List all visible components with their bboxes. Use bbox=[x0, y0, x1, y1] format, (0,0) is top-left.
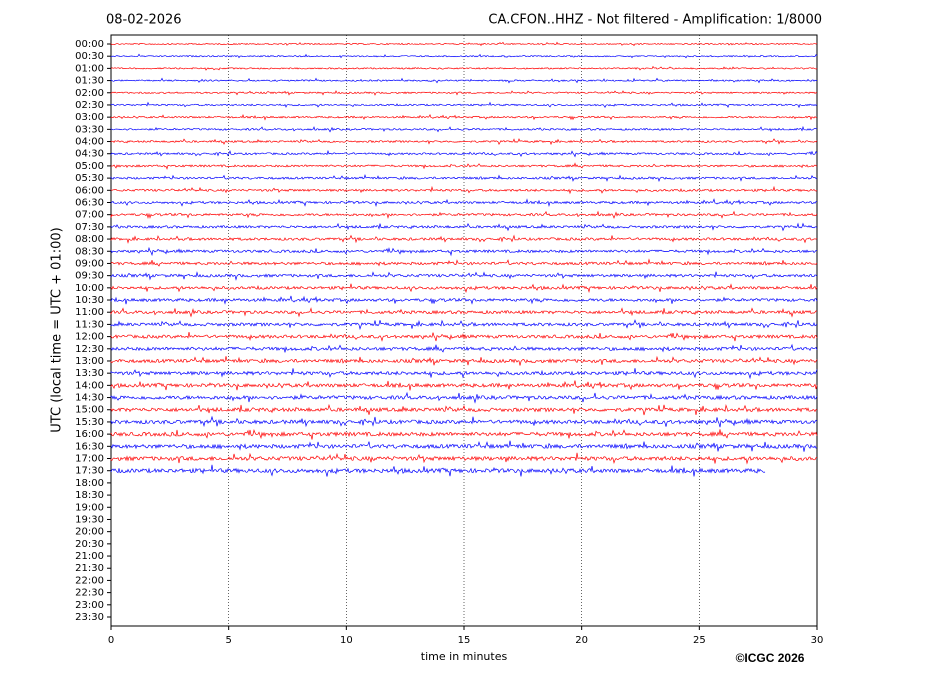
y-tick-label: 13:00 bbox=[75, 356, 104, 367]
trace bbox=[110, 343, 818, 353]
trace bbox=[110, 210, 818, 220]
trace bbox=[110, 452, 818, 465]
trace bbox=[110, 198, 818, 208]
trace bbox=[110, 173, 818, 183]
trace bbox=[110, 391, 818, 404]
trace bbox=[110, 415, 818, 428]
y-tick-label: 01:00 bbox=[75, 63, 104, 74]
trace bbox=[110, 307, 818, 318]
x-tick-label: 15 bbox=[458, 635, 471, 646]
trace bbox=[110, 319, 818, 331]
trace bbox=[110, 283, 818, 294]
y-tick-label: 18:30 bbox=[75, 490, 104, 501]
y-tick-label: 12:00 bbox=[75, 332, 104, 343]
trace bbox=[110, 271, 818, 281]
y-tick-label: 19:30 bbox=[75, 514, 104, 525]
trace bbox=[110, 403, 818, 416]
y-tick-label: 22:00 bbox=[75, 575, 104, 586]
y-tick-label: 06:00 bbox=[75, 185, 104, 196]
y-tick-label: 06:30 bbox=[75, 197, 104, 208]
y-tick-label: 02:00 bbox=[75, 88, 104, 99]
x-tick-label: 25 bbox=[693, 635, 706, 646]
trace bbox=[110, 222, 818, 232]
y-tick-label: 14:30 bbox=[75, 393, 104, 404]
trace bbox=[110, 162, 818, 170]
trace bbox=[110, 258, 818, 267]
y-tick-label: 07:30 bbox=[75, 222, 104, 233]
y-tick-label: 10:30 bbox=[75, 295, 104, 306]
x-tick-label: 5 bbox=[225, 635, 231, 646]
y-tick-label: 00:00 bbox=[75, 39, 104, 50]
y-tick-label: 15:30 bbox=[75, 417, 104, 428]
y-tick-label: 09:00 bbox=[75, 258, 104, 269]
trace bbox=[110, 295, 818, 305]
y-tick-label: 10:00 bbox=[75, 283, 104, 294]
y-tick-label: 01:30 bbox=[75, 76, 104, 87]
trace bbox=[110, 440, 818, 452]
y-tick-label: 03:00 bbox=[75, 112, 104, 123]
y-tick-label: 23:30 bbox=[75, 612, 104, 623]
y-tick-label: 20:30 bbox=[75, 539, 104, 550]
trace bbox=[110, 246, 818, 257]
trace bbox=[110, 234, 818, 244]
trace bbox=[110, 464, 766, 477]
y-tick-label: 11:00 bbox=[75, 307, 104, 318]
chart-title: CA.CFON..HHZ - Not filtered - Amplificat… bbox=[488, 13, 822, 28]
y-tick-label: 16:30 bbox=[75, 441, 104, 452]
trace bbox=[110, 355, 818, 366]
y-tick-label: 04:30 bbox=[75, 149, 104, 160]
x-axis-label: time in minutes bbox=[421, 650, 508, 663]
trace bbox=[110, 125, 818, 133]
copyright: ©ICGC 2026 bbox=[736, 651, 805, 665]
y-tick-label: 09:30 bbox=[75, 271, 104, 282]
trace bbox=[110, 41, 818, 47]
trace bbox=[110, 380, 818, 391]
date: 08-02-2026 bbox=[106, 13, 182, 28]
y-tick-label: 21:30 bbox=[75, 563, 104, 574]
trace bbox=[110, 77, 818, 84]
plot-frame bbox=[110, 34, 818, 627]
trace bbox=[110, 368, 818, 380]
y-tick-label: 18:00 bbox=[75, 478, 104, 489]
x-tick-label: 10 bbox=[340, 635, 353, 646]
y-tick-label: 15:00 bbox=[75, 405, 104, 416]
x-tick-label: 20 bbox=[575, 635, 588, 646]
trace bbox=[110, 53, 818, 59]
y-tick-label: 02:30 bbox=[75, 100, 104, 111]
y-tick-label: 17:30 bbox=[75, 466, 104, 477]
y-axis-label: UTC (local time = UTC + 01:00) bbox=[50, 227, 65, 432]
y-tick-label: 17:00 bbox=[75, 454, 104, 465]
trace bbox=[110, 90, 818, 96]
y-tick-label: 05:00 bbox=[75, 161, 104, 172]
x-tick-label: 0 bbox=[108, 635, 114, 646]
y-tick-label: 22:30 bbox=[75, 588, 104, 599]
y-tick-label: 23:00 bbox=[75, 600, 104, 611]
trace bbox=[110, 429, 818, 440]
y-tick-label: 20:00 bbox=[75, 527, 104, 538]
y-tick-label: 13:30 bbox=[75, 368, 104, 379]
y-tick-label: 08:30 bbox=[75, 246, 104, 257]
trace bbox=[110, 65, 818, 71]
y-tick-label: 08:00 bbox=[75, 234, 104, 245]
trace bbox=[110, 101, 818, 109]
y-tick-label: 11:30 bbox=[75, 319, 104, 330]
trace bbox=[110, 149, 818, 158]
x-tick-label: 30 bbox=[811, 635, 824, 646]
y-tick-label: 12:30 bbox=[75, 344, 104, 355]
trace bbox=[110, 113, 818, 121]
y-tick-label: 21:00 bbox=[75, 551, 104, 562]
y-tick-label: 14:00 bbox=[75, 380, 104, 391]
y-tick-label: 03:30 bbox=[75, 124, 104, 135]
y-tick-label: 05:30 bbox=[75, 173, 104, 184]
trace bbox=[110, 185, 818, 195]
y-tick-label: 07:00 bbox=[75, 210, 104, 221]
trace bbox=[110, 138, 818, 146]
y-tick-label: 19:00 bbox=[75, 502, 104, 513]
y-tick-label: 04:00 bbox=[75, 137, 104, 148]
trace bbox=[110, 332, 818, 342]
y-tick-label: 00:30 bbox=[75, 51, 104, 62]
y-tick-label: 16:00 bbox=[75, 429, 104, 440]
